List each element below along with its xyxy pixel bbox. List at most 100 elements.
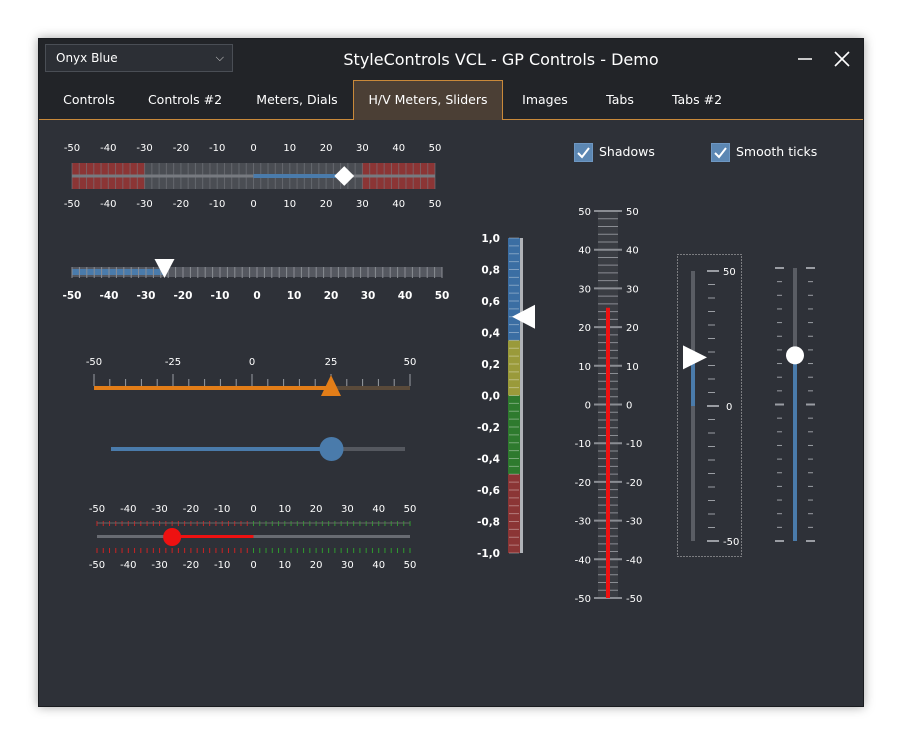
- v-slider-knob[interactable]: [775, 267, 815, 542]
- tick-label: -50: [626, 594, 642, 605]
- tick-label: -10: [209, 143, 225, 154]
- tick-label: -25: [165, 357, 181, 368]
- tick-label: -10: [626, 439, 642, 450]
- tick-label: -50: [64, 143, 80, 154]
- tick-label: 0: [253, 290, 260, 302]
- tick-label: -0,2: [477, 422, 500, 434]
- tick-label: -20: [626, 478, 642, 489]
- tick-label: 50: [429, 143, 442, 154]
- tick-label: -50: [89, 560, 105, 571]
- tick-label: 40: [372, 504, 385, 515]
- tick-label: 0: [249, 357, 255, 368]
- style-selector[interactable]: Onyx Blue ⌵: [45, 44, 233, 72]
- slider-track: [97, 535, 410, 538]
- slider-knob: [319, 437, 344, 461]
- tick-label: 50: [578, 207, 591, 218]
- tick-label: 40: [392, 143, 405, 154]
- meter-track: [598, 211, 618, 598]
- check-icon: [577, 147, 590, 159]
- tick-label: 25: [325, 357, 338, 368]
- slider-fill: [172, 535, 254, 538]
- tick-label: -40: [626, 555, 642, 566]
- tick-label: 30: [578, 284, 591, 295]
- tick-label: 40: [392, 199, 405, 210]
- v-slider-framed[interactable]: 50 0 -50: [677, 254, 742, 557]
- tab-bar: Controls Controls #2 Meters, Dials H/V M…: [39, 80, 863, 120]
- close-button[interactable]: [825, 39, 861, 81]
- tick-label: 50: [435, 290, 450, 302]
- red-zone-high: [362, 163, 435, 189]
- tick-label: -10: [214, 504, 230, 515]
- tick-label: 1,0: [481, 233, 500, 245]
- shadows-label: Shadows: [599, 144, 655, 159]
- minimize-button[interactable]: [787, 39, 823, 81]
- tick-label: 10: [278, 560, 291, 571]
- focus-frame: [677, 254, 742, 557]
- tick-label: 40: [578, 246, 591, 257]
- tab-images[interactable]: Images: [522, 92, 568, 107]
- tick-label: -30: [575, 517, 591, 528]
- tick-label: 10: [578, 362, 591, 373]
- tick-label: -20: [183, 504, 199, 515]
- tick-label: 20: [324, 290, 339, 302]
- h-slider-blue[interactable]: [111, 437, 405, 461]
- tab-controls[interactable]: Controls: [63, 92, 115, 107]
- tick-label: 20: [310, 560, 323, 571]
- tick-label: -50: [86, 357, 102, 368]
- meter-segment: [508, 474, 520, 553]
- slider-track: [691, 271, 695, 541]
- tick-label: 50: [404, 357, 417, 368]
- slider-track: [111, 447, 405, 451]
- minimize-icon: [798, 58, 812, 60]
- tick-label: -40: [100, 143, 116, 154]
- tab-tabs[interactable]: Tabs: [606, 92, 634, 107]
- tick-label: 50: [626, 207, 639, 218]
- meter-segment: [508, 340, 520, 396]
- tick-label: 50: [404, 504, 417, 515]
- h-meter-1: -50 -50 -40 -40 -30 -30 -20 -20 -10 -10 0 0 10 10 20 20…: [64, 143, 442, 210]
- tick-label: 50: [429, 199, 442, 210]
- tick-label: -30: [151, 560, 167, 571]
- tick-label: 30: [626, 284, 639, 295]
- slider-thumb: [683, 345, 707, 370]
- meter-value-bar: [606, 307, 610, 598]
- tick-label: 20: [320, 143, 333, 154]
- window-title: StyleControls VCL - GP Controls - Demo: [343, 50, 659, 69]
- tick-label: -40: [100, 199, 116, 210]
- tick-label: -40: [120, 560, 136, 571]
- tick-label: 20: [626, 323, 639, 334]
- tick-label: 20: [320, 199, 333, 210]
- h-slider-red[interactable]: -50 -50 -40 -40 -30 -30 -20 -20 -10 -10 0 0 10 10 20 20…: [89, 504, 417, 571]
- chevron-down-icon: ⌵: [215, 51, 224, 64]
- meter-track: [72, 267, 442, 277]
- meters-sliders-canvas: -50 -50 -40 -40 -30 -30 -20 -20 -10 -10 0 0 10 10 20 20…: [63, 143, 815, 605]
- tick-label: -50: [575, 594, 591, 605]
- tick-label: -50: [89, 504, 105, 515]
- slider-fill: [691, 357, 695, 406]
- tab-hv-meters-sliders[interactable]: H/V Meters, Sliders: [353, 80, 503, 120]
- tick-label: 0: [726, 402, 732, 413]
- tab-meters-dials[interactable]: Meters, Dials: [256, 92, 338, 107]
- tick-label: -0,8: [477, 517, 500, 529]
- tick-label: 0: [250, 560, 256, 571]
- tick-label: -30: [136, 199, 152, 210]
- tick-label: 0: [250, 143, 256, 154]
- tick-label: -30: [137, 290, 156, 302]
- tick-label: -40: [575, 555, 591, 566]
- meter-value-bar: [72, 269, 165, 275]
- tick-label: -1,0: [477, 548, 500, 560]
- tick-label: -10: [214, 560, 230, 571]
- tick-label: 0,8: [481, 265, 500, 277]
- tab-tabs-2[interactable]: Tabs #2: [671, 92, 723, 107]
- diamond-thumb: [334, 166, 355, 186]
- tab-controls-2[interactable]: Controls #2: [147, 92, 223, 107]
- tick-label: 0,6: [481, 296, 500, 308]
- tick-label: -50: [64, 199, 80, 210]
- tick-label: 0,2: [481, 359, 500, 371]
- tick-label: -50: [63, 290, 82, 302]
- tick-label: 0: [250, 504, 256, 515]
- close-icon: [834, 51, 850, 67]
- tick-label: -10: [575, 439, 591, 450]
- h-slider-orange[interactable]: -50 -25 0 25 50: [86, 357, 417, 396]
- tick-label: 30: [341, 504, 354, 515]
